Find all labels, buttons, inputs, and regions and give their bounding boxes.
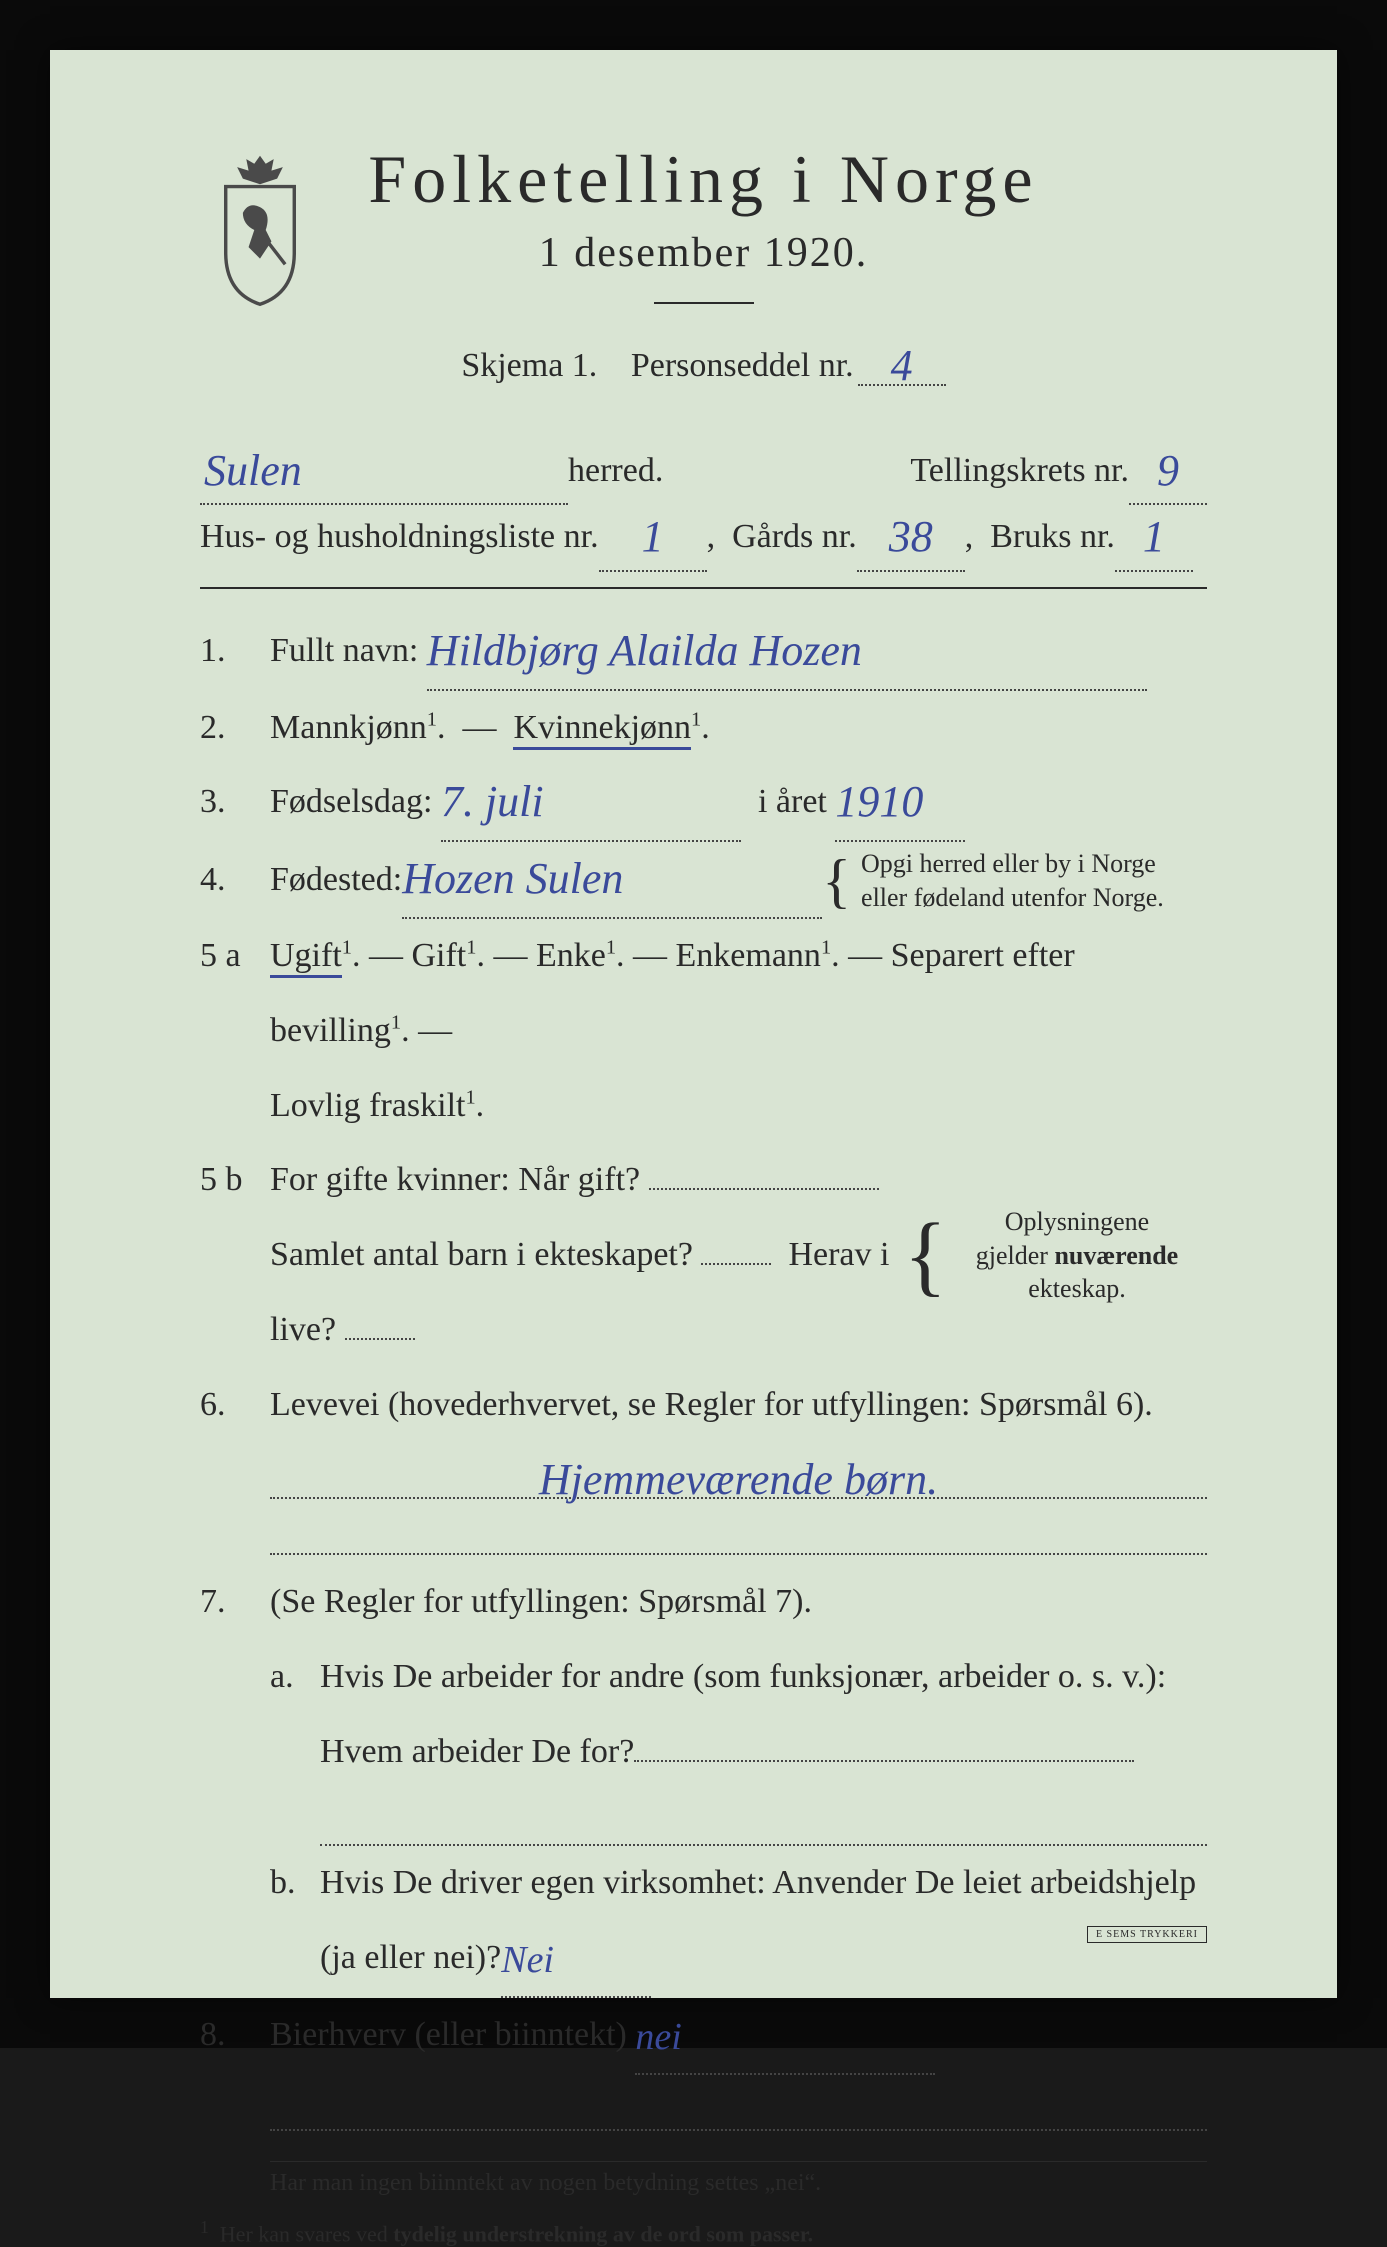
q2-num: 2. bbox=[200, 691, 270, 766]
herred-label: herred. bbox=[568, 439, 663, 504]
q5a-row-2: Lovlig fraskilt1. bbox=[200, 1069, 1207, 1144]
printer-stamp: E SEMS TRYKKERI bbox=[1087, 1926, 1207, 1943]
q7b-text2: (ja eller nei)? bbox=[320, 1921, 501, 1996]
q5a-enke: Enke bbox=[536, 937, 606, 974]
q5a-gift: Gift bbox=[411, 937, 466, 974]
q8-value: nei bbox=[635, 2016, 681, 2058]
q7b-value: Nei bbox=[501, 1939, 554, 1981]
q4-row: 4. Fødested: Hozen Sulen { Opgi herred e… bbox=[200, 842, 1207, 919]
q8-row: 8. Bierhverv (eller biinntekt) nei bbox=[200, 1998, 1207, 2075]
scan-background: Folketelling i Norge 1 desember 1920. Sk… bbox=[0, 0, 1387, 2048]
q5b-side-l1: Oplysningene bbox=[1005, 1207, 1149, 1236]
schema-label: Skjema 1. bbox=[461, 347, 597, 384]
q5a-row: 5 a Ugift1. — Gift1. — Enke1. — Enkemann… bbox=[200, 919, 1207, 1069]
q4-label: Fødested: bbox=[270, 843, 402, 918]
personseddel-label: Personseddel nr. bbox=[631, 347, 854, 384]
q5b-row: 5 b For gifte kvinner: Når gift? Samlet … bbox=[200, 1143, 1207, 1367]
q2-male: Mannkjønn bbox=[270, 709, 427, 746]
q5b-num: 5 b bbox=[200, 1143, 270, 1218]
form-subtitle: 1 desember 1920. bbox=[200, 229, 1207, 277]
q5a-ugift: Ugift bbox=[270, 937, 342, 978]
q1-value: Hildbjørg Alailda Hozen bbox=[427, 626, 862, 675]
q1-num: 1. bbox=[200, 614, 270, 689]
q3-year: 1910 bbox=[835, 777, 923, 826]
q7a-row-2: Hvem arbeider De for? bbox=[320, 1715, 1207, 1790]
schema-line: Skjema 1. Personseddel nr. 4 bbox=[200, 334, 1207, 399]
tellingskrets-nr: 9 bbox=[1157, 446, 1179, 495]
q7a-blank-line bbox=[320, 1790, 1207, 1846]
herred-name: Sulen bbox=[204, 446, 302, 495]
q5a-enkemann: Enkemann bbox=[676, 937, 821, 974]
q5b-gift-label: For gifte kvinner: Når gift? bbox=[270, 1161, 640, 1198]
q3-label: Fødselsdag: bbox=[270, 783, 432, 820]
q7-label: (Se Regler for utfyllingen: Spørsmål 7). bbox=[270, 1565, 1207, 1640]
q6-row: 6. Levevei (hovederhvervet, se Regler fo… bbox=[200, 1368, 1207, 1443]
q1-label: Fullt navn: bbox=[270, 632, 418, 669]
q3-num: 3. bbox=[200, 765, 270, 840]
q3-day-month: 7. juli bbox=[441, 777, 544, 826]
q6-label: Levevei (hovederhvervet, se Regler for u… bbox=[270, 1368, 1207, 1443]
q5a-num: 5 a bbox=[200, 919, 270, 994]
bruks-nr: 1 bbox=[1143, 512, 1165, 561]
husliste-label: Hus- og husholdningsliste nr. bbox=[200, 505, 599, 570]
q7-num: 7. bbox=[200, 1565, 270, 1640]
form-title: Folketelling i Norge bbox=[200, 140, 1207, 219]
q4-note-l2: eller fødeland utenfor Norge. bbox=[861, 883, 1164, 912]
q4-value: Hozen Sulen bbox=[402, 854, 623, 903]
q2-row: 2. Mannkjønn1. — Kvinnekjønn1. bbox=[200, 691, 1207, 766]
form-header: Folketelling i Norge 1 desember 1920. Sk… bbox=[200, 140, 1207, 399]
q7a-text1: Hvis De arbeider for andre (som funksjon… bbox=[320, 1640, 1166, 1715]
brace-icon: { bbox=[822, 857, 851, 905]
q3-year-label: i året bbox=[758, 783, 827, 820]
q8-label: Bierhverv (eller biinntekt) bbox=[270, 2016, 627, 2053]
q4-note: Opgi herred eller by i Norge eller fødel… bbox=[861, 847, 1164, 915]
q3-row: 3. Fødselsdag: 7. juli i året 1910 bbox=[200, 765, 1207, 842]
q5a-fraskilt: Lovlig fraskilt bbox=[270, 1087, 465, 1124]
header-divider bbox=[654, 302, 754, 304]
q8-blank-line bbox=[270, 2075, 1207, 2131]
q4-num: 4. bbox=[200, 843, 270, 918]
q7-row: 7. (Se Regler for utfyllingen: Spørsmål … bbox=[200, 1565, 1207, 1640]
q1-row: 1. Fullt navn: Hildbjørg Alailda Hozen bbox=[200, 614, 1207, 691]
q5b-side-l2: gjelder nuværende bbox=[976, 1241, 1178, 1270]
q6-value: Hjemmeværende børn. bbox=[539, 1455, 938, 1504]
q7a-row-1: a. Hvis De arbeider for andre (som funks… bbox=[270, 1640, 1207, 1715]
census-form-page: Folketelling i Norge 1 desember 1920. Sk… bbox=[50, 50, 1337, 1998]
location-line-2: Hus- og husholdningsliste nr. 1 , Gårds … bbox=[200, 505, 1207, 572]
q5b-side-l3: ekteskap. bbox=[1028, 1274, 1125, 1303]
q7b-row-1: b. Hvis De driver egen virksomhet: Anven… bbox=[270, 1846, 1207, 1921]
q6-blank-line bbox=[270, 1499, 1207, 1555]
q8-num: 8. bbox=[200, 1998, 270, 2073]
gards-label: Gårds nr. bbox=[732, 505, 857, 570]
gards-nr: 38 bbox=[889, 512, 933, 561]
q2-female: Kvinnekjønn bbox=[513, 709, 691, 750]
q7a-label: a. bbox=[270, 1640, 320, 1715]
brace-icon: { bbox=[904, 1220, 947, 1292]
q7b-text1: Hvis De driver egen virksomhet: Anvender… bbox=[320, 1846, 1196, 1921]
q4-note-l1: Opgi herred eller by i Norge bbox=[861, 849, 1156, 878]
footnote-sup: 1 bbox=[200, 2217, 209, 2237]
location-line-1: Sulen herred. Tellingskrets nr. 9 bbox=[200, 439, 1207, 506]
husliste-nr: 1 bbox=[642, 512, 664, 561]
q7a-text2: Hvem arbeider De for? bbox=[320, 1715, 634, 1790]
tellingskrets-label: Tellingskrets nr. bbox=[910, 439, 1129, 504]
q6-num: 6. bbox=[200, 1368, 270, 1443]
question-list: 1. Fullt navn: Hildbjørg Alailda Hozen 2… bbox=[200, 614, 1207, 2131]
personseddel-nr: 4 bbox=[891, 341, 913, 390]
bruks-label: Bruks nr. bbox=[990, 505, 1115, 570]
q5b-barn-label: Samlet antal barn i ekteskapet? bbox=[270, 1236, 693, 1273]
q7b-row-2: (ja eller nei)? Nei bbox=[320, 1921, 1207, 1998]
coat-of-arms-icon bbox=[200, 150, 320, 310]
q6-answer-line: Hjemmeværende børn. bbox=[270, 1443, 1207, 1499]
section-divider bbox=[200, 587, 1207, 589]
q5b-sidenote: Oplysningene gjelder nuværende ekteskap. bbox=[947, 1205, 1207, 1306]
footnote-2: 1 Her kan svares ved tydelig understrekn… bbox=[200, 2217, 1207, 2247]
footnote-1: Har man ingen biinntekt av nogen betydni… bbox=[270, 2161, 1207, 2197]
q7b-label: b. bbox=[270, 1846, 320, 1921]
